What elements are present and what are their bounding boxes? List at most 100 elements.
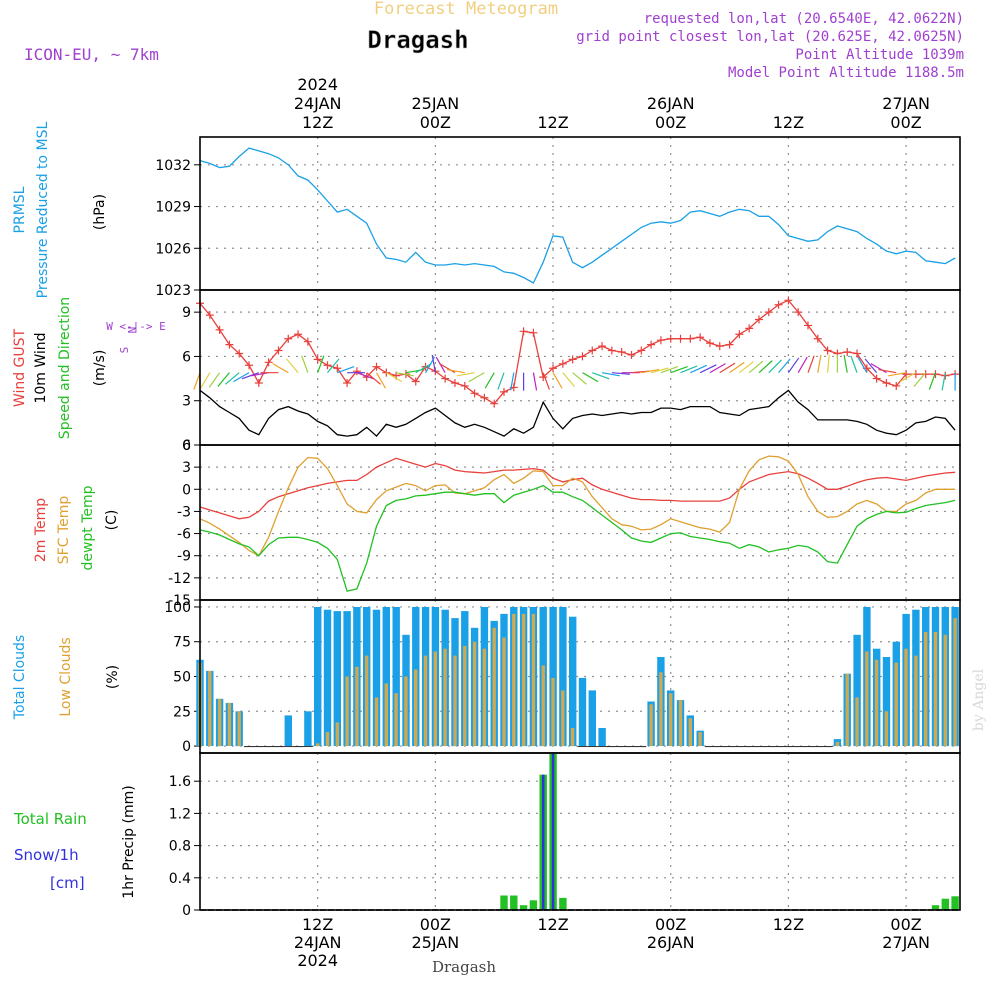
bar-total-clouds <box>304 711 312 747</box>
wind-arrow <box>456 372 475 377</box>
gust-marker <box>264 358 273 367</box>
top-time-label: 12Z <box>773 113 804 132</box>
wind-arrow <box>532 372 538 391</box>
wind-arrow <box>807 355 815 373</box>
bar-low-clouds <box>365 655 369 746</box>
gust-marker <box>813 334 822 343</box>
wind-arrow <box>827 354 830 373</box>
wind-arrow <box>510 372 515 391</box>
wind-arrow <box>592 372 610 380</box>
gust-marker <box>588 346 597 355</box>
wind-arrow <box>375 372 387 389</box>
gust-marker <box>313 355 322 364</box>
gust-marker <box>853 349 862 358</box>
wind-arrow <box>641 368 660 374</box>
gust-marker <box>235 349 244 358</box>
wind-arrow <box>200 372 211 389</box>
temp-label: 2m Temp <box>33 498 49 562</box>
gust-marker <box>666 334 675 343</box>
bar-total-clouds <box>323 609 332 746</box>
ytick-label: 25 <box>173 704 191 720</box>
gust-marker <box>539 373 548 382</box>
gust-marker <box>274 346 283 355</box>
bar-low-clouds <box>502 637 506 747</box>
bar-low-clouds <box>884 711 889 747</box>
ytick-label: 6 <box>182 349 191 365</box>
pressure-label-2: Pressure Reduced to MSL <box>35 121 51 298</box>
bar-low-clouds <box>561 690 565 746</box>
wind-arrow <box>843 354 848 373</box>
gust-marker <box>303 337 312 346</box>
ytick-label: 1.2 <box>169 806 191 822</box>
bar-total-rain <box>941 898 949 910</box>
bottom-time-label: 25JAN <box>411 933 459 952</box>
snow-label: Snow/1h <box>14 846 79 864</box>
wind-arrow <box>928 372 937 390</box>
bar-low-clouds <box>894 662 898 747</box>
bar-low-clouds <box>325 732 330 746</box>
gust-marker <box>676 334 685 343</box>
wind-arrow <box>225 372 240 385</box>
bar-total-clouds <box>392 607 400 747</box>
wind-arrow <box>286 358 299 374</box>
wind-arrow <box>317 355 325 373</box>
bar-low-clouds <box>227 702 232 746</box>
bar-total-rain <box>519 905 528 910</box>
wind-arrow <box>797 356 808 373</box>
series-line-prmsl <box>199 147 956 284</box>
bar-low-clouds <box>914 655 918 746</box>
precip-unit: 1hr Precip (mm) <box>121 785 137 898</box>
bar-total-clouds <box>333 611 341 746</box>
gust-marker <box>715 342 724 351</box>
ytick-label: -3 <box>177 504 191 520</box>
dewpt-label: dewpt Temp <box>80 485 96 570</box>
bar-low-clouds <box>414 669 418 746</box>
wind-arrow <box>778 358 791 374</box>
wind-arrow <box>572 372 587 385</box>
gust-marker <box>558 359 567 368</box>
gust-marker <box>617 348 626 356</box>
wind-arrow <box>386 372 403 383</box>
bar-low-clouds <box>335 722 339 746</box>
ytick-label: 9 <box>182 305 191 321</box>
panel-precip: 0 0.4 0.8 1.2 1.6 <box>169 752 961 919</box>
wind-arrow <box>670 365 688 374</box>
gust-marker <box>500 387 508 396</box>
wind-arrow <box>601 372 620 377</box>
gust-marker <box>656 336 665 345</box>
gust-marker <box>705 339 714 348</box>
bar-low-clouds <box>865 651 869 747</box>
bar-low-clouds <box>551 677 555 747</box>
wind-arrow <box>850 355 858 373</box>
wind-arrow <box>857 356 868 373</box>
wind-arrow <box>888 372 907 377</box>
bar-low-clouds <box>541 665 545 747</box>
ytick-label: 0.4 <box>169 871 191 887</box>
credit-watermark: by Angel <box>971 668 987 731</box>
snow-unit: [cm] <box>50 874 85 892</box>
wind-arrow <box>650 367 669 374</box>
bar-low-clouds <box>521 613 526 746</box>
bar-low-clouds <box>845 673 849 746</box>
gust-marker <box>578 352 587 361</box>
wind-arrow <box>660 365 679 374</box>
gust-marker <box>284 334 293 343</box>
point-altitude: Point Altitude 1039m <box>795 47 964 63</box>
top-time-label: 12Z <box>302 113 333 132</box>
wind-arrow <box>719 362 736 374</box>
gust-marker <box>323 361 332 370</box>
bar-low-clouds <box>492 627 496 746</box>
wind-arrow <box>582 372 599 383</box>
series-line-2m-temp <box>199 457 956 520</box>
ytick-label: 0 <box>182 739 191 755</box>
bar-low-clouds <box>874 659 879 746</box>
bar-low-clouds <box>482 648 487 747</box>
bar-low-clouds <box>374 697 379 747</box>
wind-arrow <box>552 372 563 389</box>
gust-marker <box>647 340 656 349</box>
pressure-unit: (hPa) <box>92 194 108 230</box>
bar-low-clouds <box>669 693 673 747</box>
bar-low-clouds <box>904 648 908 747</box>
ytick-label: -9 <box>177 549 191 565</box>
gust-marker <box>882 379 891 387</box>
